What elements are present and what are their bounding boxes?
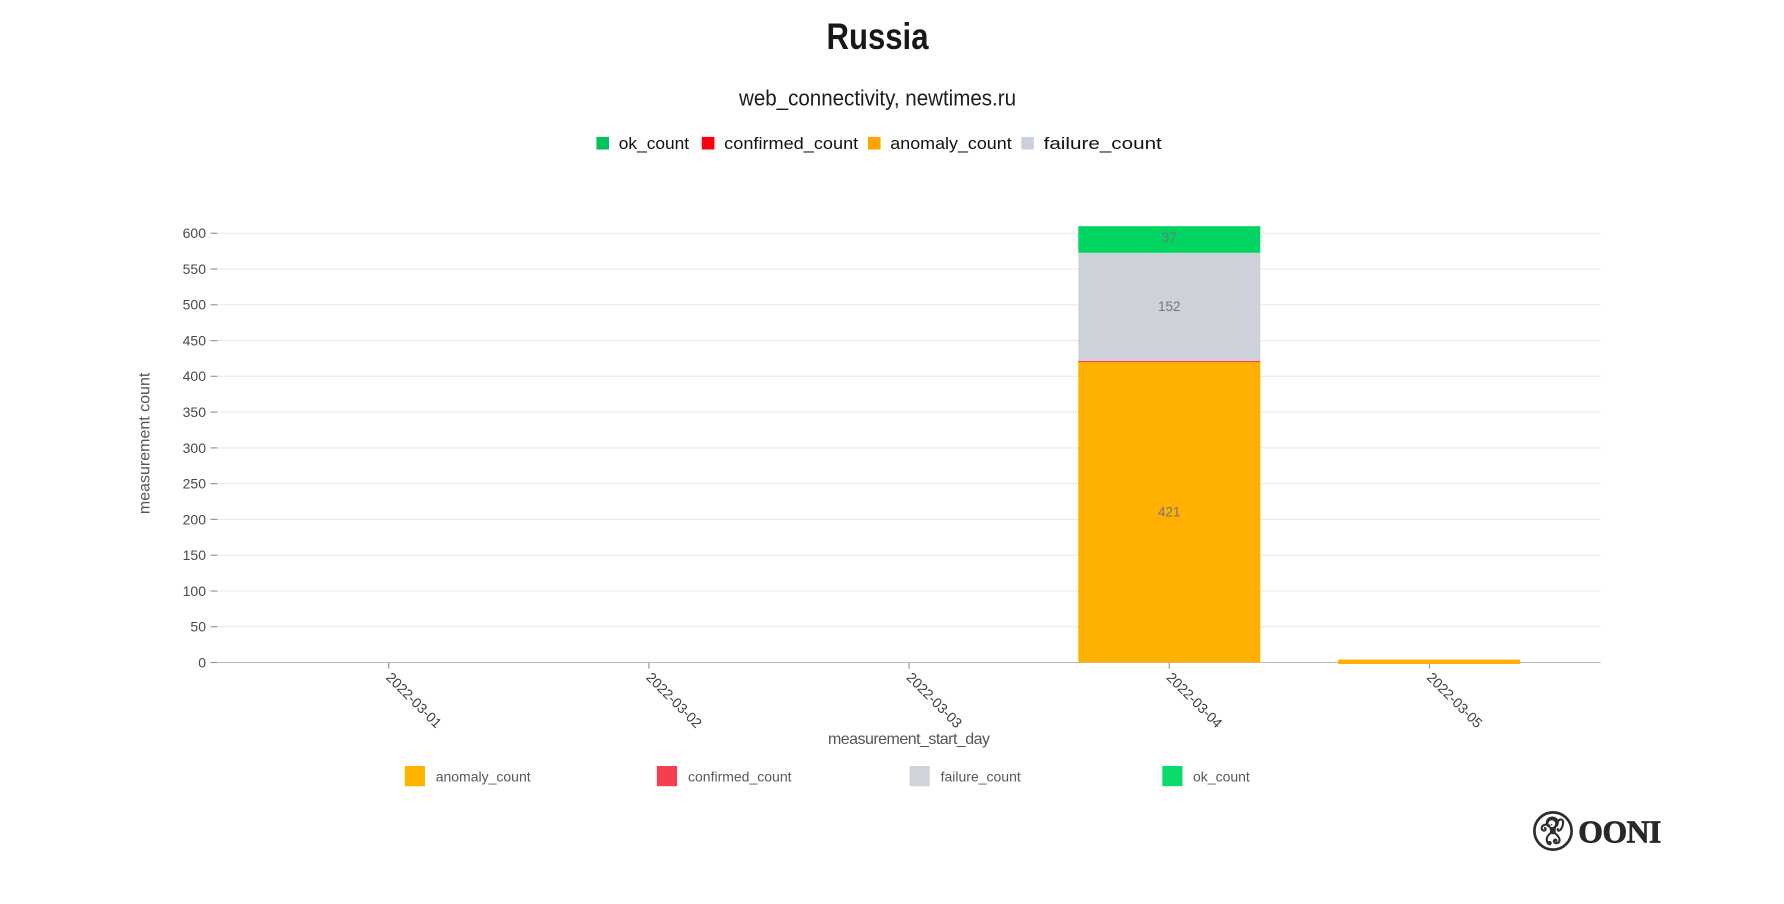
svg-text:500: 500 [183, 297, 207, 313]
svg-text:50: 50 [190, 619, 206, 635]
svg-text:350: 350 [183, 404, 207, 420]
svg-text:150: 150 [183, 547, 207, 563]
svg-text:confirmed_count: confirmed_count [724, 134, 858, 153]
svg-text:2022-03-01: 2022-03-01 [383, 669, 445, 731]
svg-text:421: 421 [1158, 505, 1181, 520]
svg-text:measurement count: measurement count [137, 372, 154, 514]
svg-text:450: 450 [183, 333, 207, 349]
svg-text:37: 37 [1162, 230, 1177, 245]
svg-text:ok_count: ok_count [619, 134, 690, 153]
svg-text:failure_count: failure_count [941, 768, 1021, 784]
svg-text:web_connectivity, newtimes.ru: web_connectivity, newtimes.ru [738, 85, 1016, 110]
svg-text:600: 600 [183, 225, 207, 241]
svg-text:confirmed_count: confirmed_count [688, 768, 792, 784]
svg-text:2022-03-04: 2022-03-04 [1164, 669, 1226, 731]
svg-text:400: 400 [183, 368, 207, 384]
svg-text:anomaly_count: anomaly_count [890, 134, 1012, 153]
svg-text:250: 250 [183, 476, 207, 492]
svg-text:failure_count: failure_count [1044, 134, 1163, 153]
svg-text:OONI: OONI [1578, 815, 1661, 850]
svg-text:2022-03-05: 2022-03-05 [1424, 669, 1486, 731]
svg-text:100: 100 [183, 583, 207, 599]
svg-text:550: 550 [183, 261, 207, 277]
svg-text:200: 200 [183, 511, 207, 527]
svg-text:anomaly_count: anomaly_count [436, 768, 531, 784]
svg-text:300: 300 [183, 440, 207, 456]
svg-text:measurement_start_day: measurement_start_day [828, 731, 990, 748]
svg-text:2022-03-02: 2022-03-02 [643, 669, 705, 731]
svg-text:152: 152 [1158, 299, 1181, 314]
svg-text:Russia: Russia [827, 15, 930, 57]
svg-text:2022-03-03: 2022-03-03 [903, 669, 965, 731]
svg-text:ok_count: ok_count [1193, 768, 1250, 784]
svg-text:0: 0 [198, 654, 206, 670]
